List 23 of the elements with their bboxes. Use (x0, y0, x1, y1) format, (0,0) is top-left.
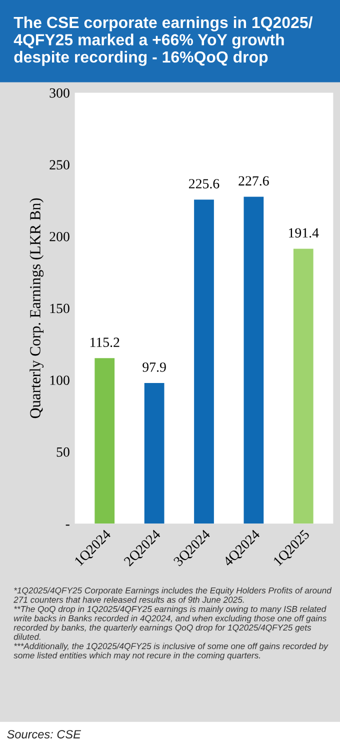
y-tick-label: - (66, 524, 70, 526)
bar (244, 196, 264, 524)
y-tick-label: 200 (50, 232, 70, 242)
y-axis-title: Quarterly Corp. Earnings (LKR Bn) (30, 198, 44, 418)
text: **The QoQ drop in 1Q2025/4QFY25 earnings is mainly owing to many ISB related write backs in Banks recorded in 4Q2024, and when excluding those one off gains recorded by banks, the quarterly earnings QoQ drop for 1Q2025/4QFY25 gets diluted. (14, 606, 326, 640)
bar (194, 200, 214, 524)
text: ***Additionally, the 1Q2025/4QFY25 is inclusive of some one off gains recorded by some listed entities which may not recure in the coming quarters. (14, 642, 328, 660)
bar (144, 383, 164, 524)
data-label: 115.2 (90, 338, 120, 348)
bar (94, 358, 115, 524)
data-label: 191.4 (288, 228, 319, 238)
data-label: 227.6 (238, 176, 269, 186)
chart-title: The CSE corporate earnings in 1Q2025/ 4QFY25 marked a +66% YoY growth despite recording - 16%QoQ drop (14, 16, 313, 66)
y-tick-label: 150 (50, 304, 70, 314)
y-tick-label: 100 (50, 376, 70, 385)
data-label: 225.6 (188, 179, 220, 189)
bar (293, 248, 314, 524)
y-tick-label: 50 (56, 447, 70, 457)
y-tick-label: 300 (50, 88, 70, 98)
data-label: 97.9 (142, 362, 166, 372)
y-tick-label: 250 (50, 160, 70, 170)
text: *1Q2025/4QFY25 Corporate Earnings includes the Equity Holders Profits of around 271 counters that have released results as of 9th June 2025. (14, 587, 332, 603)
source-note: Sources: CSE (7, 730, 82, 738)
